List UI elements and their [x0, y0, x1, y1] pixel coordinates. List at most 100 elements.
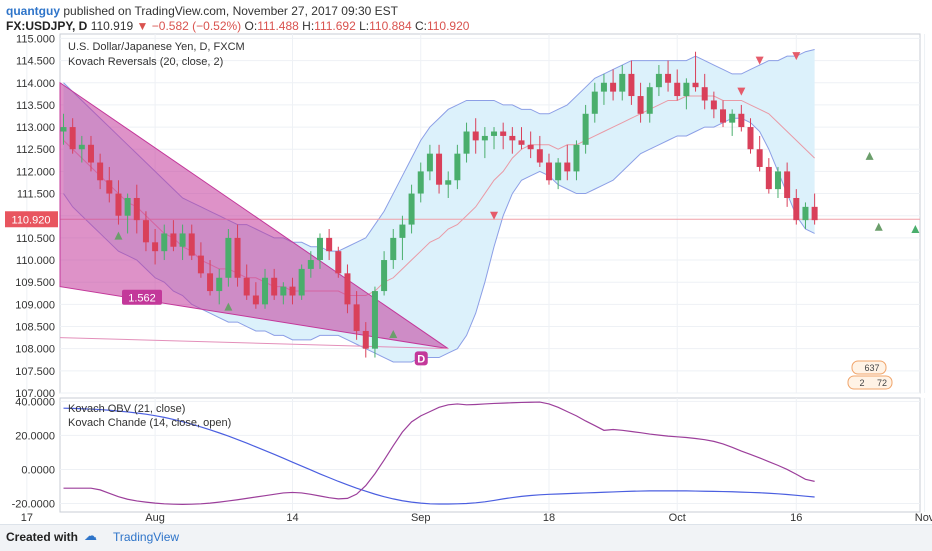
- x-tick-label: Sep: [411, 512, 431, 524]
- candle: [78, 135, 85, 163]
- candle-body: [335, 251, 342, 274]
- lower-pane-frame: [59, 397, 921, 513]
- symbol-label[interactable]: FX:USDJPY, D: [6, 19, 88, 33]
- candle-body: [197, 255, 204, 274]
- candle: [747, 118, 754, 154]
- candle-body: [619, 73, 626, 92]
- candle: [619, 65, 626, 101]
- candle-body: [545, 162, 552, 181]
- candle: [207, 260, 214, 296]
- main-y-tick: 113.500: [16, 100, 55, 112]
- candle: [518, 127, 525, 150]
- candle: [326, 229, 333, 261]
- candle-body: [555, 162, 562, 181]
- author-link[interactable]: quantguy: [6, 4, 60, 18]
- candle-body: [710, 100, 717, 110]
- reversal-down-triangle-icon: [792, 52, 801, 61]
- candle-body: [665, 73, 672, 83]
- lower-y-tick: 20.0000: [15, 430, 55, 442]
- candle-body: [326, 237, 333, 252]
- candle-body: [655, 73, 662, 88]
- kovach-obv-line: [63, 407, 815, 505]
- kovach-chande-line: [63, 401, 815, 505]
- candle-body: [225, 237, 232, 278]
- lower-y-tick: 40.0000: [15, 396, 55, 408]
- candle-body: [408, 193, 415, 225]
- pattern-base-line: [59, 337, 449, 350]
- candle: [298, 264, 305, 300]
- candle-body: [481, 135, 488, 141]
- candle-body: [747, 127, 754, 150]
- high-value: 111.692: [314, 19, 356, 33]
- main-y-tick: 112.500: [16, 144, 55, 156]
- main-y-tick: 107.000: [15, 388, 55, 400]
- publish-info: published on TradingView.com, November 2…: [63, 4, 398, 18]
- candle-body: [793, 197, 800, 221]
- candle: [133, 184, 140, 234]
- main-y-tick: 114.500: [16, 56, 55, 68]
- candle-body: [234, 237, 241, 278]
- candle: [784, 162, 791, 207]
- candle: [417, 162, 424, 203]
- candle-body: [170, 233, 177, 247]
- candle-body: [518, 140, 525, 145]
- candle: [710, 91, 717, 119]
- x-tick-label: Aug: [145, 512, 165, 524]
- candle: [491, 127, 498, 150]
- main-legend-line: U.S. Dollar/Japanese Yen, D, FXCM: [68, 41, 245, 53]
- reversal-up-triangle-icon: [874, 222, 883, 231]
- x-tick-label: 17: [21, 512, 33, 524]
- candle: [445, 171, 452, 198]
- publish-line: quantguy published on TradingView.com, N…: [6, 4, 469, 19]
- main-y-tick: 108.500: [15, 322, 55, 334]
- candle: [774, 166, 781, 198]
- open-value: 111.488: [257, 19, 299, 33]
- candle-body: [491, 131, 498, 136]
- tradingview-cloud-icon[interactable]: ☁: [84, 528, 97, 543]
- candle: [344, 264, 351, 314]
- candle-body: [765, 166, 772, 190]
- candle: [280, 282, 287, 305]
- candle-body: [133, 197, 140, 221]
- candle-body: [271, 277, 278, 296]
- candle-body: [280, 286, 287, 296]
- candle-body: [207, 273, 214, 292]
- candle: [500, 122, 507, 150]
- candle: [436, 144, 443, 194]
- candle-body: [216, 277, 223, 292]
- candle-body: [591, 91, 598, 114]
- candle: [225, 229, 232, 287]
- price-chart[interactable]: 115.000 114.500 114.000 113.500 113.000 112.5…: [0, 28, 932, 524]
- candle-body: [78, 144, 85, 150]
- candle: [481, 127, 488, 159]
- candle-body: [509, 135, 516, 141]
- candle-body: [692, 82, 699, 88]
- event-badge: [847, 375, 893, 390]
- candle-body: [252, 295, 259, 305]
- main-y-tick: 108.000: [15, 344, 55, 356]
- tradingview-brand-link[interactable]: TradingView: [113, 530, 180, 544]
- candle-body: [142, 220, 149, 243]
- candle-body: [536, 149, 543, 163]
- created-with-label: Created with: [6, 530, 79, 544]
- candle-body: [69, 127, 76, 150]
- candle-body: [564, 162, 571, 172]
- candle-body: [390, 237, 397, 261]
- x-tick-label: 14: [286, 512, 298, 524]
- candle-body: [784, 171, 791, 198]
- candle: [610, 69, 617, 101]
- candle-body: [738, 113, 745, 128]
- candle-body: [582, 113, 589, 145]
- candle-body: [399, 224, 406, 238]
- main-y-tick: 107.500: [15, 366, 55, 378]
- candle: [600, 73, 607, 105]
- candle-body: [307, 260, 314, 269]
- candle-body: [371, 291, 378, 349]
- candle-body: [701, 87, 708, 101]
- lower-legend-line: Kovach Chande (14, close, open): [68, 417, 231, 429]
- candle: [87, 135, 94, 172]
- candle: [161, 224, 168, 261]
- candle: [811, 193, 818, 225]
- candle-body: [756, 149, 763, 167]
- change-value: −0.582 (−0.52%): [151, 19, 242, 33]
